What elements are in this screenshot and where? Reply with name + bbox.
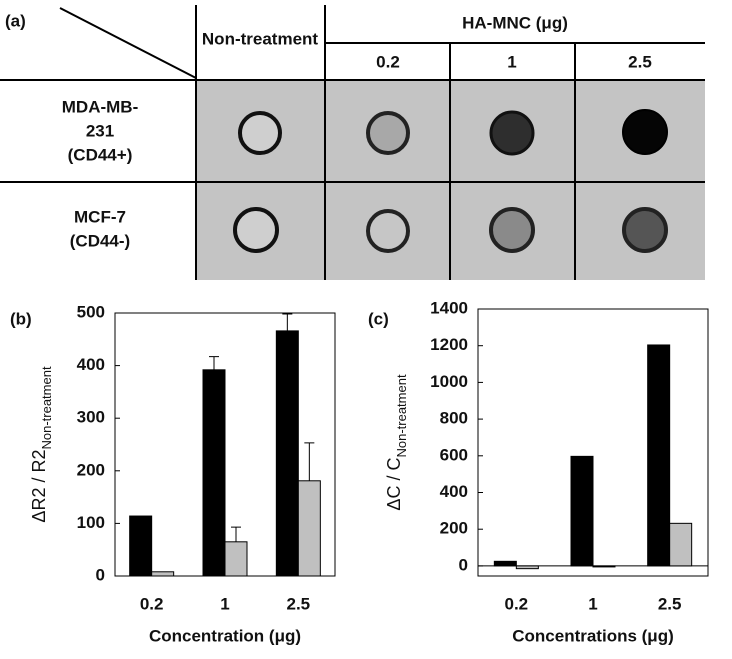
y-axis-label-subscript: Non-treatment [39, 366, 54, 449]
error-bar [231, 526, 241, 542]
y-axis-label: ΔC / CNon-treatment [384, 374, 409, 511]
x-tick-label: 2.5 [287, 594, 311, 613]
x-tick-label: 1 [588, 594, 597, 613]
bar [129, 515, 153, 577]
phantom [489, 110, 535, 156]
y-axis-label-subscript: Non-treatment [394, 374, 409, 457]
y-tick-label: 1000 [430, 372, 468, 391]
row-label: MCF-7 [74, 207, 126, 226]
y-axis-label: ΔR2 / R2Non-treatment [29, 366, 54, 523]
table-lines [0, 5, 705, 280]
y-tick-label: 400 [440, 482, 468, 501]
panel-label: (b) [10, 309, 32, 328]
x-axis-label: Concentrations (μg) [512, 626, 674, 645]
y-axis-label-main: ΔC / C [384, 458, 404, 511]
row-label: (CD44+) [68, 145, 133, 164]
y-tick-label: 100 [77, 513, 105, 532]
y-tick-label: 1400 [430, 298, 468, 317]
row-label: MDA-MB- [62, 97, 138, 116]
panel-label: (c) [368, 309, 389, 328]
y-tick-label: 0 [96, 565, 105, 584]
y-tick-label: 500 [77, 302, 105, 321]
header-group: HA-MNC (μg) [462, 13, 568, 32]
y-tick-label: 800 [440, 409, 468, 428]
x-tick-label: 1 [220, 594, 229, 613]
header-control: Non-treatment [202, 29, 319, 48]
bar [493, 560, 517, 567]
phantom [366, 111, 410, 155]
y-tick-label: 1200 [430, 335, 468, 354]
row-label: (CD44-) [70, 231, 130, 250]
phantom [489, 207, 535, 253]
error-bar [304, 442, 315, 481]
error-bar [282, 313, 293, 331]
plot-frame [477, 308, 709, 577]
x-tick-label: 0.2 [505, 594, 529, 613]
bar [647, 344, 671, 567]
x-tick-label: 0.2 [140, 594, 164, 613]
bar [202, 369, 226, 577]
phantom [622, 109, 668, 155]
y-axis-label-main: ΔR2 / R2 [29, 450, 49, 523]
row-label: 231 [86, 121, 114, 140]
phantom [366, 209, 410, 253]
y-tick-label: 0 [459, 555, 468, 574]
y-tick-label: 400 [77, 355, 105, 374]
phantom [238, 111, 282, 155]
bar [151, 571, 175, 577]
bar [592, 565, 616, 568]
error-bar [209, 356, 219, 370]
bar [224, 541, 248, 577]
phantom-images [233, 109, 668, 253]
x-tick-label: 2.5 [658, 594, 682, 613]
y-tick-label: 300 [77, 408, 105, 427]
phantom [233, 207, 279, 253]
panel-a: (a) Non-treatment HA-MNC (μg) 0.2 1 2.5 … [0, 5, 705, 280]
dose-label: 1 [507, 52, 516, 71]
dose-label: 0.2 [376, 52, 400, 71]
bar [669, 522, 693, 567]
bar [515, 565, 539, 570]
bar [297, 480, 321, 577]
phantom [622, 207, 668, 253]
bar [275, 330, 299, 577]
panel-label: (a) [5, 11, 26, 30]
dose-label: 2.5 [628, 52, 652, 71]
bar [570, 455, 594, 567]
y-tick-label: 200 [440, 519, 468, 538]
y-tick-label: 200 [77, 460, 105, 479]
y-tick-label: 600 [440, 445, 468, 464]
x-axis-label: Concentration (μg) [149, 626, 301, 645]
